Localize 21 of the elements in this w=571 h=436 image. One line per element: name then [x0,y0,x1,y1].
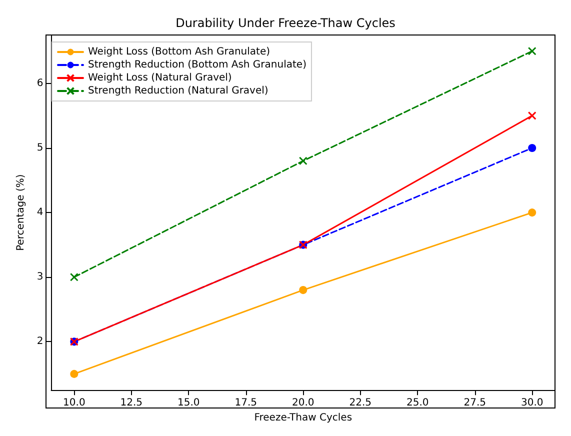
legend-label: Strength Reduction (Bottom Ash Granulate) [88,60,307,70]
x-tick-label: 12.5 [120,398,143,409]
x-tick-label: 10.0 [63,398,86,409]
chart-title: Durability Under Freeze-Thaw Cycles [176,16,396,30]
y-axis-title: Percentage (%) [16,174,26,251]
x-tick-label: 27.5 [464,398,486,409]
y-tick-label: 2 [36,336,44,348]
legend-label: Weight Loss (Bottom Ash Granulate) [88,46,270,58]
y-tick-label: 5 [36,142,44,154]
y-tick-label: 6 [36,78,44,89]
y-tick-label: 3 [36,272,44,283]
x-axis-title: Freeze-Thaw Cycles [254,412,352,424]
x-tick-label: 20.0 [292,398,314,409]
legend-label: Strength Reduction (Natural Gravel) [88,86,268,96]
x-tick-label: 30.0 [520,398,544,409]
x-tick-label: 17.5 [234,398,258,409]
x-tick-label: 22.5 [349,398,372,409]
y-tick-label: 4 [36,207,44,218]
legend-label: Weight Loss (Natural Gravel) [88,72,232,84]
x-tick-label: 25.0 [406,398,429,409]
x-tick-label: 15.0 [178,398,200,409]
